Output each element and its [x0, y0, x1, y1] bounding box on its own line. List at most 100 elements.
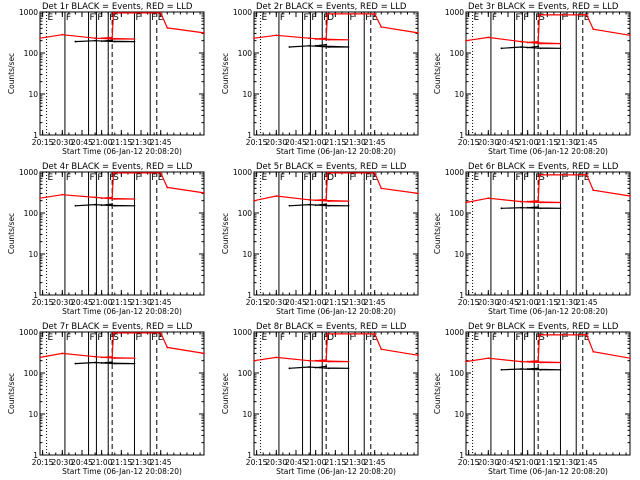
series-point-lld [275, 34, 278, 37]
chart-panel-6: Det 6r BLACK = Events, RED = LLD 1 10 100 10… [433, 162, 631, 316]
series-point-events [559, 207, 562, 210]
x-tick-label: 20:45 [71, 298, 93, 307]
y-tick-label: 10 [28, 410, 38, 419]
series-point-events [133, 362, 136, 365]
x-tick-label: 21:15 [537, 298, 559, 307]
series-point-events [288, 204, 291, 207]
series-point-events [500, 47, 503, 50]
x-tick-label: 21:15 [325, 298, 347, 307]
series-point-lld [487, 357, 490, 360]
chart-panel-2: Det 2r BLACK = Events, RED = LLD 1 10 100 10… [221, 2, 419, 156]
series-point-lld [133, 357, 136, 360]
marker-label-e: E [372, 333, 378, 343]
series-point-lld [347, 38, 350, 41]
series-point-lld [159, 332, 162, 334]
series-point-lld [487, 36, 490, 39]
x-tick-label: 20:15 [458, 458, 480, 467]
marker-label-e: E [158, 333, 164, 343]
marker-label-f: F [492, 13, 497, 23]
marker-label-f: F [365, 333, 370, 343]
series-point-lld [592, 28, 595, 31]
marker-label-e: E [262, 333, 268, 343]
y-tick-label: 1000 [19, 328, 38, 337]
x-tick-label: 20:30 [265, 458, 287, 467]
series-point-events [347, 204, 350, 207]
x-tick-label: 21:30 [130, 298, 152, 307]
series-point-lld [203, 191, 205, 194]
series-point-events [325, 43, 328, 46]
chart-title: Det 6r BLACK = Events, RED = LLD [468, 162, 619, 172]
marker-label-f: F [516, 333, 521, 343]
y-tick-label: 10 [454, 250, 464, 259]
x-tick-label: 21:15 [537, 458, 559, 467]
y-tick-label: 1000 [233, 168, 252, 177]
marker-label-f: F [304, 13, 309, 23]
series-point-lld [559, 201, 562, 204]
x-tick-label: 20:30 [477, 138, 499, 147]
series-point-lld [592, 189, 595, 192]
series-point-lld [585, 13, 588, 16]
series-point-lld [325, 358, 328, 361]
series-point-events [325, 203, 328, 205]
series-point-lld [347, 360, 350, 363]
series-point-events [539, 368, 542, 371]
plot-frame [253, 171, 419, 296]
x-tick-label: 20:15 [32, 298, 54, 307]
marker-label-e: E [48, 173, 54, 183]
x-tick-label: 21:15 [325, 458, 347, 467]
y-tick-label: 1000 [445, 168, 464, 177]
series-point-lld [373, 172, 376, 174]
series-point-lld [327, 38, 330, 41]
series-point-lld [465, 201, 467, 204]
y-tick-label: 1 [33, 291, 38, 300]
x-tick-label: 21:15 [111, 458, 133, 467]
marker-label-s: S [113, 13, 119, 23]
series-point-events [347, 46, 350, 48]
series-point-lld [465, 39, 467, 42]
marker-label-f: F [577, 173, 582, 183]
series-point-events [327, 204, 330, 207]
x-axis-label: Start Time (06-Jan-12 20:08:20) [62, 307, 182, 316]
chart-title: Det 9r BLACK = Events, RED = LLD [468, 322, 619, 332]
marker-label-f: F [492, 173, 497, 183]
x-tick-label: 21:45 [364, 138, 386, 147]
marker-label-f: F [135, 13, 140, 23]
marker-label-f: F [311, 173, 316, 183]
marker-label-e: E [158, 173, 164, 183]
series-point-events [526, 206, 529, 209]
series-point-events [314, 366, 317, 369]
y-axis-label: Counts/sec [7, 53, 16, 94]
x-tick-label: 21:45 [364, 298, 386, 307]
marker-label-e: E [158, 13, 164, 23]
x-tick-label: 20:45 [497, 458, 519, 467]
x-tick-label: 20:45 [285, 458, 307, 467]
y-axis-label: Counts/sec [7, 373, 16, 414]
series-point-lld [373, 12, 376, 15]
chart-title: Det 3r BLACK = Events, RED = LLD [468, 2, 619, 12]
x-tick-label: 21:45 [576, 138, 598, 147]
series-line-events [75, 361, 135, 365]
x-tick-label: 20:45 [497, 298, 519, 307]
marker-label-f: F [323, 333, 328, 343]
series-point-lld [537, 40, 540, 43]
marker-label-f: F [97, 333, 102, 343]
x-tick-label: 20:30 [477, 458, 499, 467]
y-tick-label: 10 [454, 90, 464, 99]
marker-label-f: F [109, 13, 114, 23]
series-point-lld [537, 199, 540, 202]
marker-label-s: S [539, 173, 545, 183]
series-point-lld [314, 199, 317, 202]
series-point-lld [325, 37, 328, 40]
marker-label-e: E [584, 13, 590, 23]
y-tick-label: 1000 [233, 8, 252, 17]
marker-label-s: S [539, 13, 545, 23]
series-point-lld [585, 333, 588, 336]
marker-label-f: F [280, 13, 285, 23]
marker-label-d: D [327, 173, 334, 183]
series-point-lld [113, 198, 116, 200]
series-point-events [347, 367, 350, 370]
marker-label-f: F [349, 13, 354, 23]
marker-label-e: E [474, 13, 480, 23]
